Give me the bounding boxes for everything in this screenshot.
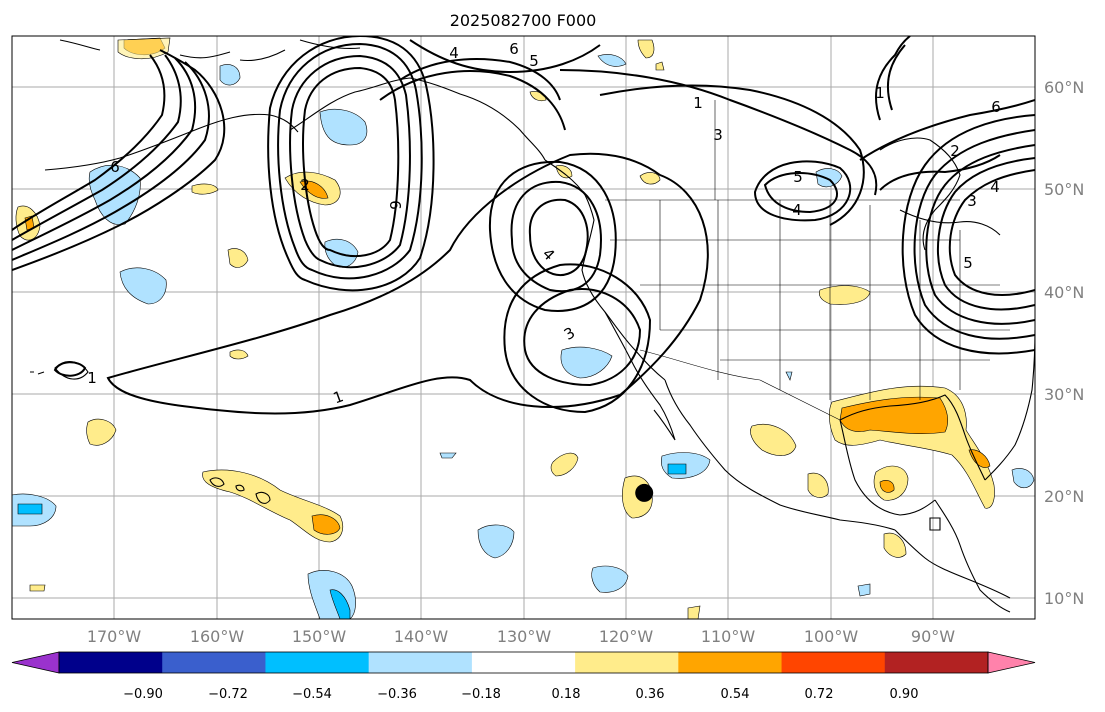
colorbar-extend-max [987, 651, 1036, 674]
lon-label: 120°W [599, 627, 654, 646]
contour-label: 3 [967, 192, 977, 210]
contour-label: 1 [87, 369, 97, 387]
contour-label: 4 [990, 178, 1000, 196]
height-contours [12, 36, 1035, 415]
lon-label: 170°W [87, 627, 142, 646]
lon-label: 160°W [190, 627, 245, 646]
map-plot-area: 1 1 1 3 3 4 4 4 5 5 6 6 6 2 2 4 5 3 6 1 [12, 36, 1035, 619]
contour-label: 6 [991, 98, 1001, 116]
lon-label: 90°W [911, 627, 955, 646]
colorbar-tick-label: −0.54 [292, 687, 332, 702]
lat-label: 50°N [1044, 180, 1084, 199]
plot-frame [11, 35, 1036, 620]
longitude-labels: 170°W 160°W 150°W 140°W 130°W 120°W 110°… [87, 627, 955, 646]
colorbar-tick-label: 0.72 [805, 687, 834, 702]
contour-label: 4 [792, 201, 802, 219]
colorbar-extend-min [11, 651, 60, 674]
contour-label: 2 [950, 142, 960, 160]
latitude-labels: 60°N 50°N 40°N 30°N 20°N 10°N [1044, 78, 1084, 608]
colorbar-segment [162, 652, 266, 673]
contour-label: 4 [449, 44, 459, 62]
lat-label: 20°N [1044, 487, 1084, 506]
gridlines [12, 36, 1035, 619]
lon-label: 140°W [394, 627, 449, 646]
political-borders [605, 100, 1010, 421]
colorbar-tick-labels: −0.90 −0.72 −0.54 −0.36 −0.18 0.18 0.36 … [123, 687, 918, 702]
contour-label: 5 [529, 52, 539, 70]
colorbar-segment [781, 652, 886, 673]
colorbar-segment [265, 652, 370, 673]
contour-label: 6 [509, 40, 519, 58]
colorbar-segment [678, 652, 783, 673]
contour-label: 3 [713, 126, 723, 144]
contour-label: 1 [875, 84, 885, 102]
storm-marker-layer [635, 483, 654, 502]
colorbar-tick-label: −0.18 [461, 687, 501, 702]
colorbar-tick-label: −0.36 [377, 687, 417, 702]
lon-label: 100°W [804, 627, 859, 646]
contour-label: 6 [386, 200, 404, 210]
colorbar [11, 651, 1036, 674]
colorbar-segment [471, 652, 576, 673]
lat-label: 40°N [1044, 283, 1084, 302]
positive-anomaly-shading [15, 37, 995, 619]
colorbar-tick-label: 0.54 [721, 687, 750, 702]
contour-label: 5 [963, 254, 973, 272]
contour-label: 6 [110, 158, 120, 176]
figure-title: 2025082700 F000 [450, 11, 597, 30]
colorbar-segment [59, 652, 163, 673]
colorbar-tick-label: −0.72 [208, 687, 248, 702]
colorbar-segment [884, 652, 989, 673]
lon-label: 150°W [292, 627, 347, 646]
lon-label: 130°W [497, 627, 552, 646]
colorbar-tick-label: 0.36 [636, 687, 665, 702]
contour-label: 1 [693, 94, 703, 112]
colorbar-tick-label: −0.90 [123, 687, 163, 702]
contour-label: 2 [300, 176, 310, 194]
lat-label: 60°N [1044, 78, 1084, 97]
storm-position-marker [635, 483, 654, 502]
lat-label: 30°N [1044, 385, 1084, 404]
colorbar-frame [58, 651, 989, 674]
contour-label: 5 [793, 168, 803, 186]
colorbar-segment [368, 652, 473, 673]
lat-label: 10°N [1044, 589, 1084, 608]
colorbar-tick-label: 0.18 [552, 687, 581, 702]
lon-label: 110°W [701, 627, 756, 646]
colorbar-segment [575, 652, 679, 673]
colorbar-tick-label: 0.90 [890, 687, 919, 702]
negative-anomaly-shading [12, 54, 1035, 619]
